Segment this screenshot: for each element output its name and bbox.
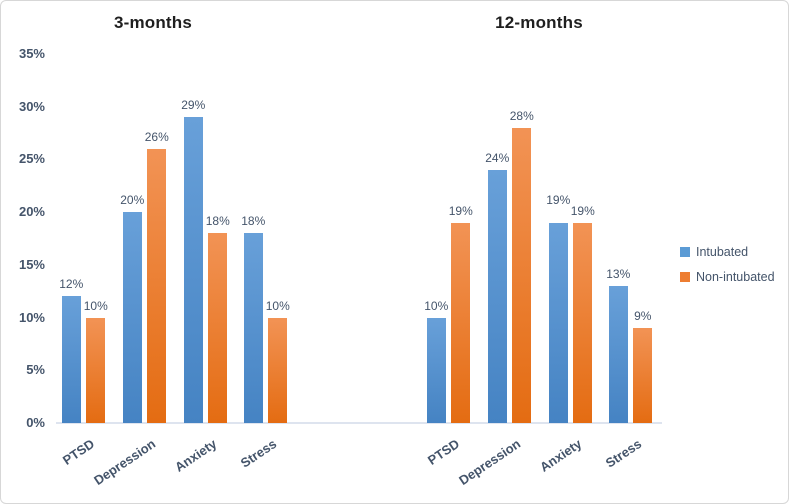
data-label: 28% bbox=[509, 108, 534, 123]
category-label: Depression bbox=[90, 436, 158, 489]
panel-title-3-months: 3-months bbox=[113, 13, 193, 32]
category-label: Depression bbox=[455, 436, 523, 489]
data-label: 19% bbox=[570, 203, 595, 218]
legend-item: Intubated bbox=[680, 245, 775, 259]
y-axis-tick-label: 5% bbox=[26, 362, 45, 378]
data-label: 10% bbox=[424, 298, 449, 313]
legend-swatch-icon bbox=[680, 247, 690, 257]
y-axis-tick-label: 0% bbox=[26, 415, 45, 430]
category-label: Anxiety bbox=[536, 436, 584, 475]
y-axis-tick-label: 25% bbox=[18, 151, 45, 167]
data-label: 26% bbox=[144, 129, 169, 144]
bar-intubated-ptsd bbox=[426, 317, 446, 423]
y-axis-tick-label: 15% bbox=[18, 256, 45, 272]
legend: Intubated Non-intubated bbox=[680, 245, 775, 295]
bar-intubated-anxiety bbox=[548, 222, 568, 423]
data-label: 29% bbox=[181, 98, 206, 113]
data-label: 18% bbox=[205, 214, 230, 229]
data-label: 18% bbox=[241, 214, 266, 229]
data-label: 10% bbox=[265, 298, 290, 313]
data-label: 9% bbox=[634, 309, 652, 324]
bar-non-intubated-ptsd bbox=[86, 317, 106, 423]
bar-non-intubated-stress bbox=[268, 317, 288, 423]
y-axis-tick-label: 20% bbox=[18, 204, 45, 219]
data-label: 20% bbox=[120, 193, 145, 207]
data-label: 24% bbox=[485, 150, 510, 165]
legend-item: Non-intubated bbox=[680, 270, 775, 284]
bar-non-intubated-depression bbox=[512, 127, 532, 423]
bar-intubated-ptsd bbox=[61, 296, 81, 423]
data-label: 10% bbox=[83, 298, 108, 313]
bar-intubated-anxiety bbox=[183, 117, 203, 423]
legend-label: Intubated bbox=[696, 245, 749, 259]
bar-non-intubated-stress bbox=[633, 328, 653, 423]
bar-intubated-stress bbox=[243, 233, 263, 423]
data-label: 13% bbox=[606, 266, 631, 281]
category-label: Anxiety bbox=[171, 436, 219, 475]
category-label: PTSD bbox=[424, 436, 462, 468]
data-label: 19% bbox=[448, 203, 473, 218]
bar-intubated-depression bbox=[122, 212, 142, 423]
legend-swatch-icon bbox=[680, 272, 690, 282]
bar-non-intubated-anxiety bbox=[573, 222, 593, 423]
panel-title-12-months: 12-months bbox=[495, 13, 583, 32]
y-axis-tick-label: 10% bbox=[18, 309, 45, 325]
bar-non-intubated-ptsd bbox=[451, 222, 471, 423]
category-label: Stress bbox=[237, 436, 279, 471]
data-label: 19% bbox=[546, 192, 571, 207]
category-label: PTSD bbox=[59, 436, 97, 468]
bar-non-intubated-depression bbox=[147, 148, 167, 423]
category-label: Stress bbox=[602, 436, 644, 471]
bar-non-intubated-anxiety bbox=[208, 233, 228, 423]
x-axis-line bbox=[56, 422, 662, 424]
y-axis-tick-label: 35% bbox=[18, 45, 45, 61]
data-label: 12% bbox=[59, 277, 84, 292]
legend-label: Non-intubated bbox=[696, 270, 775, 284]
y-axis-tick-label: 30% bbox=[18, 98, 45, 114]
bar-intubated-depression bbox=[487, 169, 507, 423]
bar-intubated-stress bbox=[608, 285, 628, 423]
